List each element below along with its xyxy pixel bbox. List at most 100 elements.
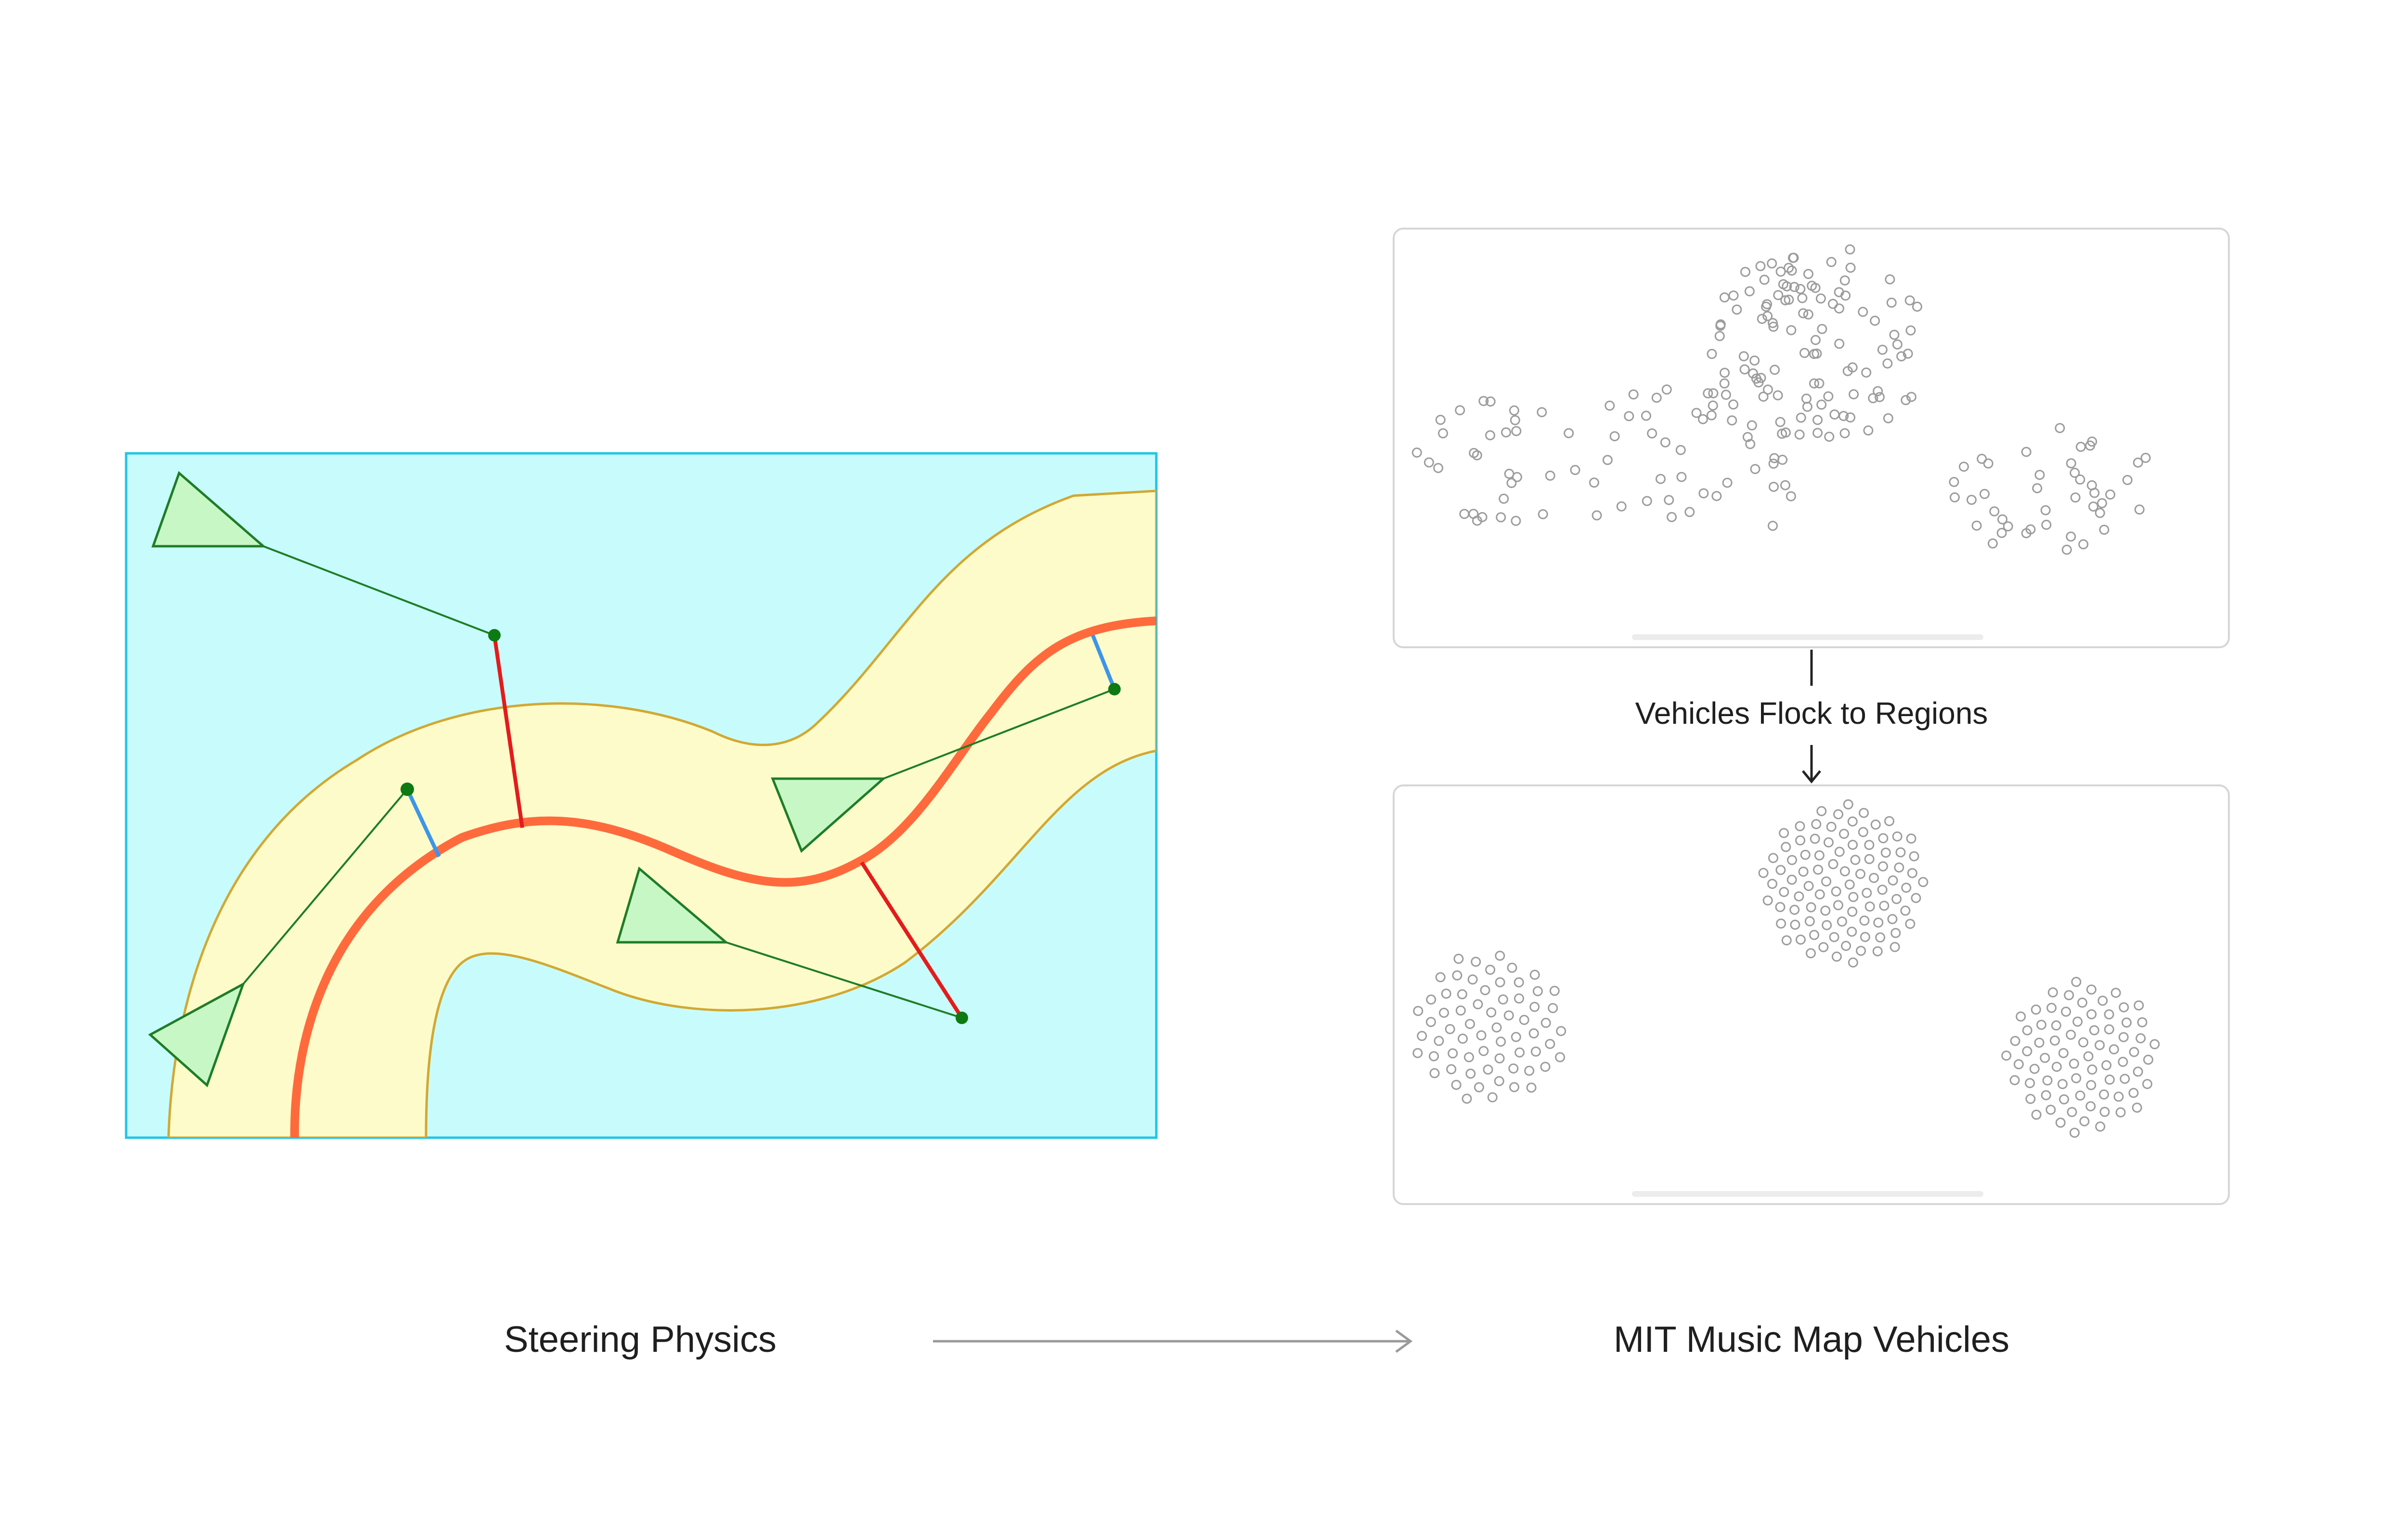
vehicle-particle [1425,1017,1436,1027]
vehicle-particle [1890,928,1901,938]
vehicle-particle [1455,405,1465,415]
correction-vector-red [860,861,964,1019]
vehicle-particle [2071,1073,2082,1083]
panel-bottom-shadow [1632,1191,1983,1197]
vehicle-particle [2036,1020,2046,1030]
vehicle-particle [1748,368,1758,379]
vehicle-particle [1892,831,1902,842]
vehicle-particle [1849,389,1859,399]
vehicle-particle [1798,308,1809,319]
vehicle-particle [1768,459,1779,469]
vehicle-particle [1868,393,1878,403]
vehicle-particle [2025,1078,2035,1089]
vehicle-particle [1803,881,1814,891]
vehicle-particle [1996,527,2007,538]
vehicle-particle [1491,1022,1502,1033]
vehicle-particle [1786,874,1797,885]
vehicle-particle [1511,515,1521,526]
vehicle-particle [1803,269,1813,279]
vehicle-particle [1798,866,1809,877]
vehicle-particle [1691,408,1702,418]
clustered-vehicles-panel [1393,784,2230,1205]
vehicle-particle [1465,1068,1476,1079]
vehicle-particle [1847,816,1858,827]
vehicle-particle [1894,862,1904,873]
vehicle-particle [1848,957,1858,968]
vehicle-particle [1782,281,1792,292]
vehicle-particle [1509,1082,1519,1092]
vehicle-particle [1749,355,1760,366]
vehicle-particle [1439,1008,1449,1018]
vehicle-particle [1537,407,1547,417]
vehicle-particle [1602,455,1613,465]
vehicle-particle [1485,430,1495,440]
vehicle-particle [1514,993,1524,1004]
steering-physics-label: Steering Physics [504,1319,777,1360]
vehicle-particle [1959,462,1969,472]
vehicle-particle [1528,1028,1539,1039]
vehicle-particle [1842,366,1853,376]
vehicle-particle [2113,1091,2124,1102]
vehicle-particle [2051,1062,2062,1072]
vehicle-particle [1514,977,1524,988]
vehicle-particle [1906,834,1916,844]
music-map-vehicles-label: MIT Music Map Vehicles [1613,1319,2010,1360]
vehicle-particle [1801,393,1812,404]
vehicle-particle [1877,345,1888,355]
vehicle-particle [1411,447,1422,458]
vehicle-particle [1858,827,1868,837]
vehicle-particle [1796,412,1806,423]
vehicle-particle [2046,1002,2057,1013]
vehicle-particle [2058,1079,2068,1090]
vehicle-particle [2104,1074,2115,1085]
vehicle-particle [1762,895,1773,906]
vehicle-particle [1818,942,1829,952]
vehicle-particle [2029,1064,2040,1074]
vehicle-particle [1904,295,1915,306]
vehicle-particle [1820,905,1831,916]
vehicle-particle [2120,1074,2130,1084]
vehicle-particle [1756,372,1766,383]
vehicle-particle [1616,501,1627,512]
vehicle-particle [1755,261,1766,271]
vehicle-particle [1891,894,1902,904]
vehicle-particle [2070,467,2080,478]
vehicle-particle [1889,942,1900,952]
vehicle-particle [1809,349,1819,359]
panel-bottom-shadow [1632,634,1983,640]
vehicle-particle [1873,386,1883,397]
vehicle-particle [1464,1052,1474,1063]
vehicle-particle [1667,512,1677,522]
vehicle-particle [1906,392,1916,402]
vehicle-particle [1438,428,1448,438]
vehicle-particle [1833,900,1843,911]
vehicle-particle [1711,491,1722,501]
vehicle-particle [1843,799,1853,809]
vehicle-particle [1526,1082,1537,1093]
vehicle-particle [2013,1059,2024,1069]
vehicle-particle [2086,1009,2097,1020]
vehicle-particle [1859,808,1869,818]
vehicle-particle [1651,393,1662,403]
vehicle-particle [1834,338,1845,349]
vehicle-particle [1879,900,1889,911]
velocity-line [263,545,495,636]
vehicle-particle [2069,1058,2079,1069]
vehicle-particle [1592,510,1602,521]
vehicle-particle [1429,1051,1439,1062]
vehicle-particle [1441,988,1451,999]
vehicle-particle [1814,378,1825,389]
vehicle-particle [1839,428,1850,438]
vehicle-particle [1519,1014,1529,1025]
vehicle-particle [1901,883,1912,893]
vehicle-particle [2025,1094,2036,1104]
vehicle-particle [1776,918,1786,929]
vehicle-particle [2099,1106,2110,1117]
vehicle-particle [2055,423,2065,433]
right-arrow-icon [933,1329,1413,1353]
correction-vector-red [492,635,524,828]
vehicle-particle [2022,1025,2032,1036]
vehicle-particle [1950,492,1960,502]
vehicle-particle [1794,891,1804,902]
vehicle-particle [1902,348,1913,359]
